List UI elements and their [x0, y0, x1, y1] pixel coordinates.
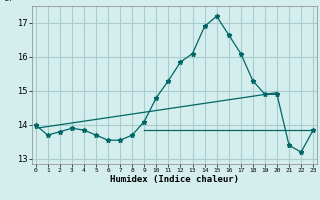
Text: 17: 17	[4, 0, 14, 3]
X-axis label: Humidex (Indice chaleur): Humidex (Indice chaleur)	[110, 175, 239, 184]
